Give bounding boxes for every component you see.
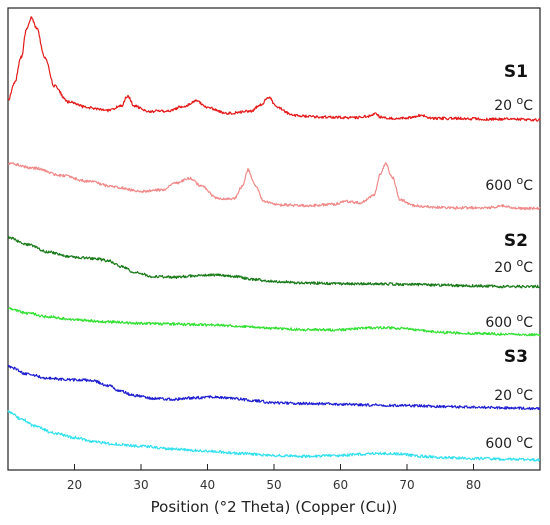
xrd-trace-s1-600 <box>7 162 541 211</box>
temperature-value: 20 <box>494 388 516 404</box>
temperature-unit: C <box>523 260 533 276</box>
plot-frame <box>7 7 541 471</box>
x-axis-label: Position (°2 Theta) (Copper (Cu)) <box>151 498 398 516</box>
degree-symbol: o <box>516 384 523 397</box>
xrd-trace-s3-600 <box>7 410 541 462</box>
degree-symbol: o <box>516 94 523 107</box>
temperature-unit: C <box>523 178 533 194</box>
x-tick-label: 40 <box>200 478 215 492</box>
temperature-value: 600 <box>485 178 516 194</box>
sample-label-s2: S2 <box>504 231 528 251</box>
temperature-label: 20 oC <box>494 94 533 114</box>
temperature-label: 600 oC <box>485 432 533 452</box>
degree-symbol: o <box>516 256 523 269</box>
temperature-unit: C <box>523 98 533 114</box>
sample-label-s1: S1 <box>504 62 528 82</box>
xrd-traces <box>7 16 541 462</box>
x-axis-ticks: 20 30 40 50 60 70 80 <box>67 464 481 492</box>
temperature-value: 20 <box>494 260 516 276</box>
x-tick-label: 70 <box>399 478 414 492</box>
temperature-unit: C <box>523 315 533 331</box>
temperature-unit: C <box>523 436 533 452</box>
x-tick-label: 80 <box>466 478 481 492</box>
temperature-label: 20 oC <box>494 384 533 404</box>
temperature-value: 600 <box>485 315 516 331</box>
degree-symbol: o <box>516 311 523 324</box>
xrd-trace-s3-20 <box>7 364 541 411</box>
x-tick-label: 50 <box>266 478 281 492</box>
x-tick-label: 60 <box>333 478 348 492</box>
temperature-label: 600 oC <box>485 174 533 194</box>
x-tick-label: 30 <box>133 478 148 492</box>
temperature-label: 600 oC <box>485 311 533 331</box>
xrd-trace-s2-20 <box>7 235 541 289</box>
temperature-unit: C <box>523 388 533 404</box>
xrd-trace-s1-20 <box>7 16 541 122</box>
temperature-label: 20 oC <box>494 256 533 276</box>
xrd-trace-s2-600 <box>7 307 541 337</box>
temperature-value: 20 <box>494 98 516 114</box>
sample-label-s3: S3 <box>504 347 528 367</box>
temperature-value: 600 <box>485 436 516 452</box>
x-tick-label: 20 <box>67 478 82 492</box>
degree-symbol: o <box>516 174 523 187</box>
degree-symbol: o <box>516 432 523 445</box>
